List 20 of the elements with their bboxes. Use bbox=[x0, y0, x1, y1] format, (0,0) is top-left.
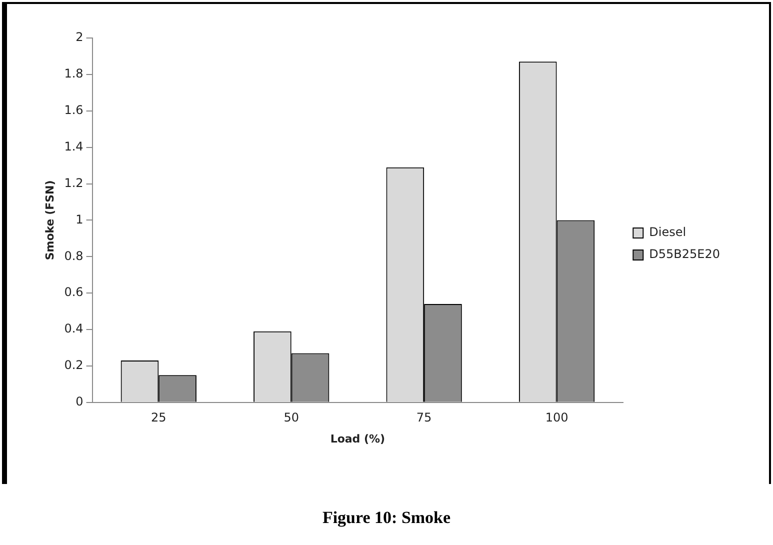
y-tick-label: 0.2 bbox=[64, 358, 84, 372]
y-axis-title: Smoke (FSN) bbox=[43, 180, 56, 260]
y-tick-label: 1.2 bbox=[64, 176, 84, 190]
x-tick-label: 100 bbox=[545, 410, 568, 425]
y-tick-label: 1.6 bbox=[64, 103, 84, 118]
y-tick-label: 1.8 bbox=[64, 66, 84, 81]
legend-label: D55B25E20 bbox=[649, 247, 720, 262]
caption: Figure 10: Smoke bbox=[321, 508, 452, 528]
y-tick-label: 0 bbox=[76, 394, 84, 409]
x-tick-label: 25 bbox=[151, 410, 166, 425]
x-tick-label: 75 bbox=[416, 410, 432, 425]
y-tick-label: 0.4 bbox=[64, 322, 84, 336]
x-tick-label: 50 bbox=[284, 410, 299, 425]
legend-label: Diesel bbox=[649, 225, 686, 240]
x-axis-title: Load (%) bbox=[330, 432, 386, 446]
y-tick-label: 0.8 bbox=[64, 248, 84, 263]
y-tick-label: 1 bbox=[76, 212, 84, 226]
y-tick-label: 0.6 bbox=[64, 285, 84, 300]
y-tick-label: 1.4 bbox=[64, 139, 84, 154]
y-tick-label: 2 bbox=[76, 30, 84, 44]
